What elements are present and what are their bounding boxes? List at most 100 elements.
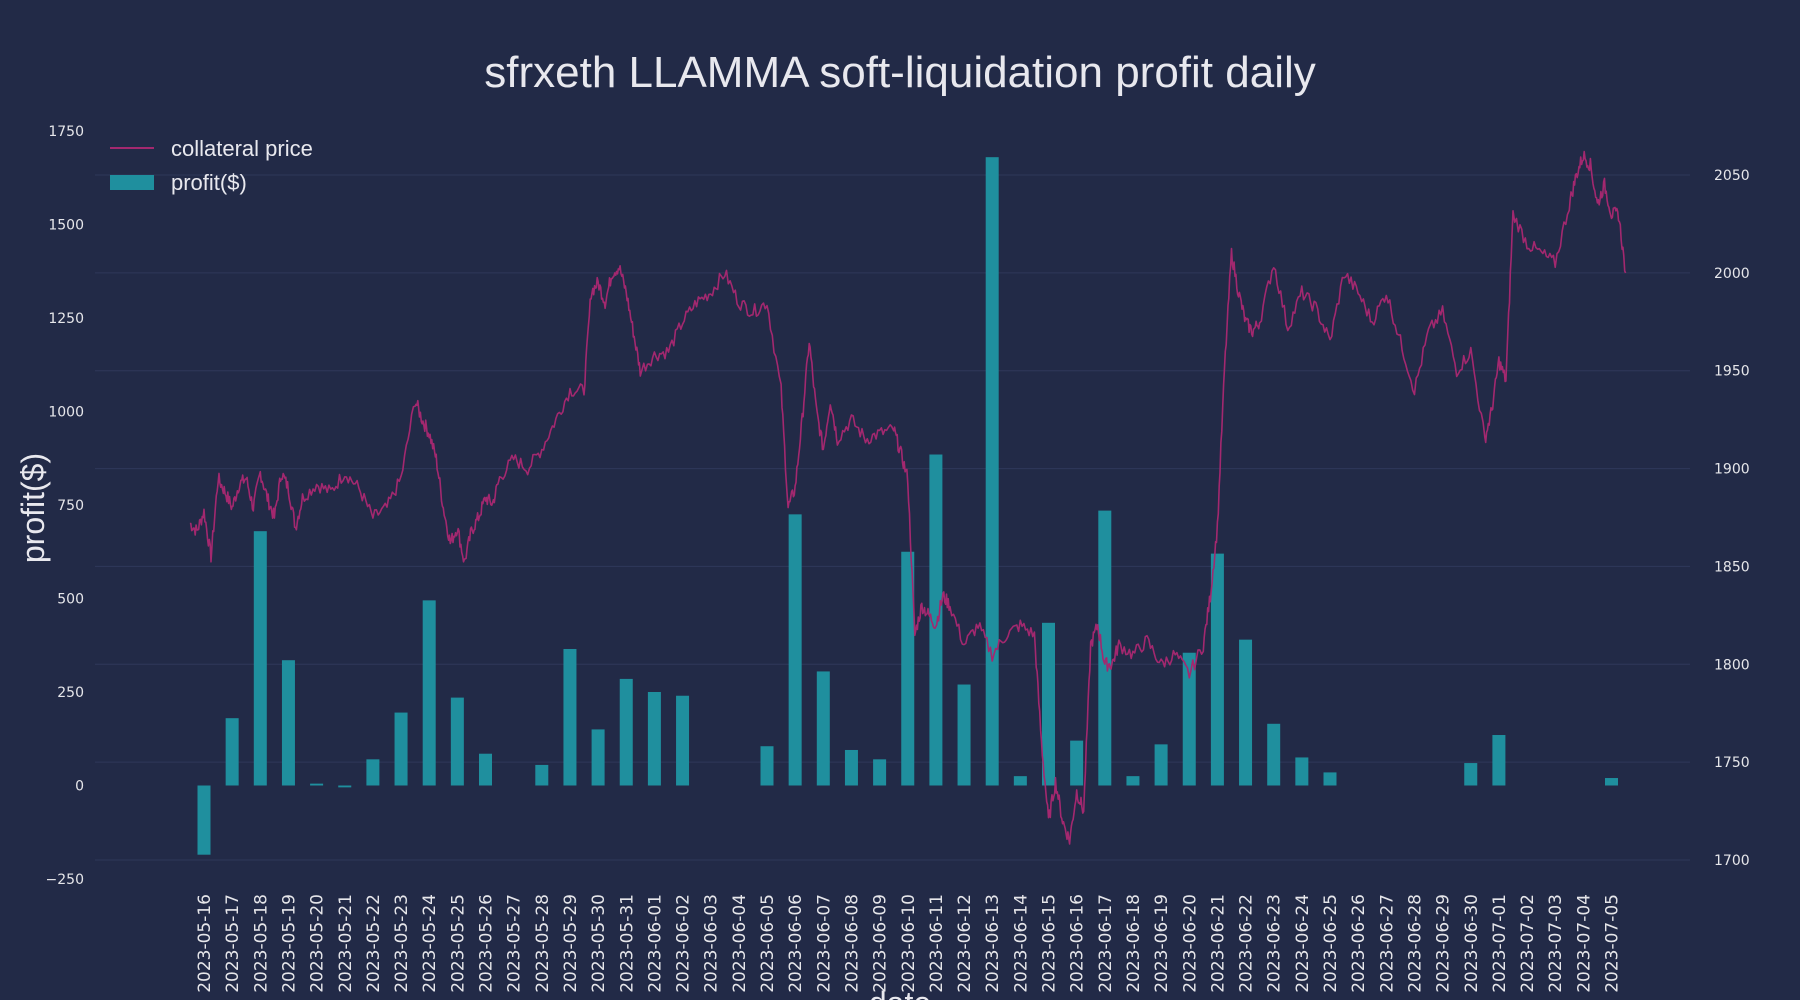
profit-bar bbox=[760, 746, 774, 786]
profit-bar bbox=[985, 157, 999, 786]
y-tick-label: 1750 bbox=[48, 124, 84, 140]
chart-title: sfrxeth LLAMMA soft-liquidation profit d… bbox=[484, 48, 1316, 97]
x-tick-label: 2023-06-19 bbox=[1152, 894, 1172, 993]
y-tick-label: 0 bbox=[75, 779, 84, 795]
x-tick-label: 2023-05-23 bbox=[392, 894, 412, 993]
legend-item-profit: profit($) bbox=[171, 170, 247, 195]
legend-bar-swatch bbox=[110, 175, 154, 190]
profit-bar bbox=[1013, 776, 1027, 786]
x-tick-label: 2023-06-17 bbox=[1096, 894, 1116, 993]
x-tick-label: 2023-05-21 bbox=[336, 894, 356, 993]
x-tick-label: 2023-06-29 bbox=[1434, 894, 1454, 993]
x-tick-label: 2023-06-18 bbox=[1124, 894, 1144, 993]
y2-tick-label: 1850 bbox=[1714, 559, 1750, 575]
x-tick-label: 2023-06-27 bbox=[1377, 894, 1397, 993]
y2-tick-label: 1800 bbox=[1714, 657, 1750, 673]
profit-bar bbox=[1295, 757, 1309, 786]
x-tick-label: 2023-05-28 bbox=[533, 894, 553, 993]
x-tick-label: 2023-06-22 bbox=[1237, 894, 1257, 993]
y2-tick-label: 2000 bbox=[1714, 266, 1750, 282]
y2-tick-label: 1700 bbox=[1714, 853, 1750, 869]
profit-bar bbox=[338, 785, 352, 788]
y-tick-label: 1250 bbox=[48, 311, 84, 327]
profit-bar bbox=[1154, 744, 1168, 786]
y-tick-label: 250 bbox=[57, 685, 84, 701]
y-tick-label: 1000 bbox=[48, 405, 84, 421]
x-tick-label: 2023-06-01 bbox=[645, 894, 665, 993]
grid bbox=[95, 174, 1690, 861]
profit-bar bbox=[788, 514, 802, 786]
x-tick-label: 2023-05-29 bbox=[561, 894, 581, 993]
x-tick-label: 2023-06-06 bbox=[786, 894, 806, 993]
y-tick-label: 1500 bbox=[48, 218, 84, 234]
x-tick-label: 2023-06-04 bbox=[730, 894, 750, 993]
profit-bar bbox=[366, 759, 380, 786]
x-tick-label: 2023-06-25 bbox=[1321, 894, 1341, 993]
x-tick-label: 2023-06-23 bbox=[1265, 894, 1285, 993]
profit-bar bbox=[394, 712, 408, 786]
bar-series bbox=[197, 157, 1618, 855]
profit-bar bbox=[647, 692, 661, 786]
x-tick-label: 2023-06-13 bbox=[983, 894, 1003, 993]
x-tick-label: 2023-05-17 bbox=[223, 894, 243, 993]
x-tick-label: 2023-05-25 bbox=[448, 894, 468, 993]
profit-bar bbox=[563, 648, 577, 786]
profit-bar bbox=[479, 753, 492, 786]
profit-bar bbox=[619, 678, 633, 786]
y-tick-label: 750 bbox=[57, 498, 84, 514]
x-tick-label: 2023-05-22 bbox=[364, 894, 384, 993]
profit-bar bbox=[310, 783, 324, 786]
collateral-price-line bbox=[189, 150, 1627, 845]
profit-bar bbox=[591, 729, 605, 786]
y-axis-label: profit($) bbox=[15, 453, 51, 563]
x-axis-label: date bbox=[869, 985, 931, 1000]
profit-bar bbox=[225, 718, 239, 786]
legend-item-collateral-price: collateral price bbox=[171, 136, 313, 161]
x-tick-label: 2023-06-10 bbox=[899, 894, 919, 993]
profit-bar bbox=[816, 671, 830, 786]
profit-bar bbox=[422, 600, 436, 786]
x-tick-label: 2023-07-01 bbox=[1490, 894, 1510, 993]
x-axis: 2023-05-16 2023-05-17 2023-05-18 2023-05-19… bbox=[195, 894, 1623, 993]
y2-tick-label: 1750 bbox=[1714, 755, 1750, 771]
x-tick-label: 2023-06-11 bbox=[927, 894, 947, 993]
y-axis-right: 1700 1750 1800 1850 1900 1950 2000 2050 bbox=[1714, 168, 1750, 869]
profit-bar bbox=[676, 695, 690, 786]
x-tick-label: 2023-05-16 bbox=[195, 894, 215, 993]
x-tick-label: 2023-06-24 bbox=[1293, 894, 1313, 993]
x-tick-label: 2023-06-14 bbox=[1011, 894, 1031, 993]
profit-bar bbox=[1323, 772, 1337, 786]
profit-bar bbox=[197, 785, 211, 855]
y2-tick-label: 1950 bbox=[1714, 364, 1750, 380]
x-tick-label: 2023-05-26 bbox=[477, 894, 497, 993]
legend: collateral price profit($) bbox=[110, 136, 313, 195]
profit-bar bbox=[253, 531, 267, 786]
x-tick-label: 2023-06-16 bbox=[1068, 894, 1088, 993]
x-tick-label: 2023-05-18 bbox=[251, 894, 271, 993]
profit-bar bbox=[1239, 639, 1253, 786]
x-tick-label: 2023-07-03 bbox=[1546, 894, 1566, 993]
x-tick-label: 2023-07-02 bbox=[1518, 894, 1538, 993]
profit-bar bbox=[535, 764, 549, 786]
profit-bar bbox=[1182, 652, 1196, 786]
profit-bar bbox=[1267, 723, 1281, 786]
profit-bar bbox=[1210, 553, 1224, 786]
profit-bar bbox=[1098, 510, 1112, 786]
x-tick-label: 2023-06-07 bbox=[814, 894, 834, 993]
x-tick-label: 2023-06-30 bbox=[1462, 894, 1482, 993]
x-tick-label: 2023-06-02 bbox=[674, 894, 694, 993]
x-tick-label: 2023-06-03 bbox=[702, 894, 722, 993]
x-tick-label: 2023-05-20 bbox=[308, 894, 328, 993]
profit-bar bbox=[450, 697, 464, 786]
profit-bar bbox=[1126, 776, 1140, 786]
x-tick-label: 2023-07-05 bbox=[1603, 894, 1623, 993]
x-tick-label: 2023-05-19 bbox=[279, 894, 299, 993]
profit-bar bbox=[1492, 735, 1506, 786]
x-tick-label: 2023-06-09 bbox=[871, 894, 891, 993]
profit-bar bbox=[1464, 763, 1478, 786]
y-axis-left: −250 0 250 500 750 1000 1250 1500 1750 bbox=[46, 124, 84, 888]
x-tick-label: 2023-05-24 bbox=[420, 894, 440, 993]
x-tick-label: 2023-06-08 bbox=[842, 894, 862, 993]
x-tick-label: 2023-05-30 bbox=[589, 894, 609, 993]
